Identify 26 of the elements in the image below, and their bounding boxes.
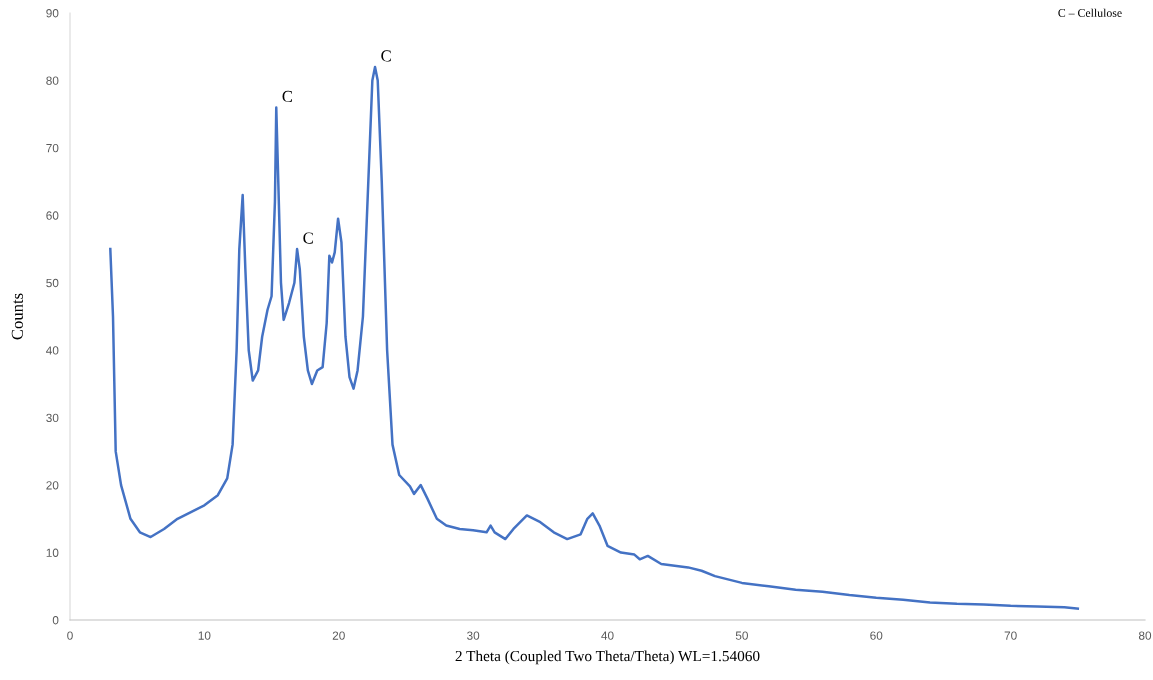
y-tick-label: 60 — [46, 211, 59, 220]
x-tick-label: 70 — [1004, 631, 1017, 640]
x-tick-label: 20 — [332, 631, 345, 640]
x-tick-label: 10 — [198, 631, 211, 640]
y-tick-label: 70 — [46, 143, 59, 153]
y-tick-label: 90 — [46, 9, 59, 18]
annotation: C — [282, 90, 293, 103]
x-axis-title: 2 Theta (Coupled Two Theta/Theta) WL=1.54060 — [455, 650, 760, 665]
annotation: C — [381, 50, 391, 62]
y-tick-label: 50 — [46, 278, 59, 288]
annotation: C — [303, 232, 313, 244]
line-series — [109, 65, 1080, 610]
y-tick-label: 20 — [46, 481, 59, 490]
y-tick-label: 80 — [46, 76, 59, 85]
x-tick-label: 80 — [1138, 631, 1152, 640]
y-tick-label: 30 — [46, 413, 59, 423]
x-tick-label: 60 — [870, 631, 883, 640]
y-tick-label: 0 — [52, 616, 59, 625]
y-tick-label: 10 — [46, 548, 59, 557]
x-tick-label: 40 — [601, 631, 614, 640]
y-tick-label: 40 — [46, 346, 59, 355]
annotation: C – Cellulose — [1058, 8, 1122, 17]
y-axis-title: Counts — [11, 293, 23, 340]
x-tick-label: 0 — [67, 631, 73, 640]
x-tick-label: 50 — [735, 631, 748, 640]
x-tick-label: 30 — [467, 631, 480, 640]
